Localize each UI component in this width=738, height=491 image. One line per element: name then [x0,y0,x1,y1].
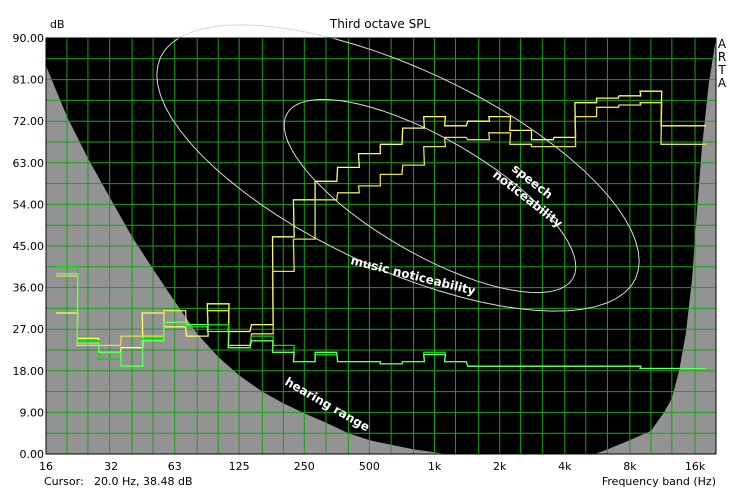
x-tick-label: 63 [168,460,182,473]
x-tick-label: 250 [294,460,315,473]
y-tick-label: 18.00 [13,365,45,378]
x-tick-label: 2k [493,460,507,473]
brand-letter-r: R [718,50,726,64]
x-tick-label: 16k [685,460,706,473]
x-tick-label: 32 [104,460,118,473]
y-axis-ticks: 0.00 9.00 18.00 27.00 36.00 45.00 54.00 63.00 72… [13,32,45,461]
series-layer [56,90,706,370]
x-tick-label: 125 [229,460,250,473]
x-tick-label: 8k [623,460,637,473]
brand-letter-t: T [717,63,726,77]
hearing-threshold-region [46,65,446,454]
y-tick-label: 81.00 [13,74,45,87]
y-tick-label: 90.00 [13,32,45,45]
x-axis-ticks: 16 32 63 125 250 500 1k 2k 4k 8k 16k [39,460,706,473]
y-tick-label: 9.00 [20,406,45,419]
cursor-label: Cursor: [44,475,84,488]
y-axis-unit: dB [50,18,65,31]
grid-lines [46,37,716,455]
y-tick-label: 27.00 [13,323,45,336]
x-tick-label: 500 [359,460,380,473]
cursor-value: 20.0 Hz, 38.48 dB [94,475,193,488]
brand-letter-a2: A [718,76,727,90]
y-tick-label: 54.00 [13,198,45,211]
x-tick-label: 16 [39,460,53,473]
plot-area: speech noticeability music noticeability… [45,24,717,455]
y-tick-label: 0.00 [20,448,45,461]
plot-border [45,37,717,455]
y-tick-label: 63.00 [13,157,45,170]
x-tick-label: 1k [428,460,442,473]
speech-noticeability-contour [283,98,577,294]
x-axis-label: Frequency band (Hz) [602,475,716,488]
music-noticeability-contour [156,24,640,312]
y-tick-label: 36.00 [13,282,45,295]
chart-title: Third octave SPL [329,17,431,31]
brand-letter-a1: A [718,37,727,51]
y-tick-label: 45.00 [13,240,45,253]
series-line-4 [56,273,706,370]
series-line-2 [56,102,706,347]
y-tick-label: 72.00 [13,115,45,128]
x-tick-label: 4k [558,460,572,473]
